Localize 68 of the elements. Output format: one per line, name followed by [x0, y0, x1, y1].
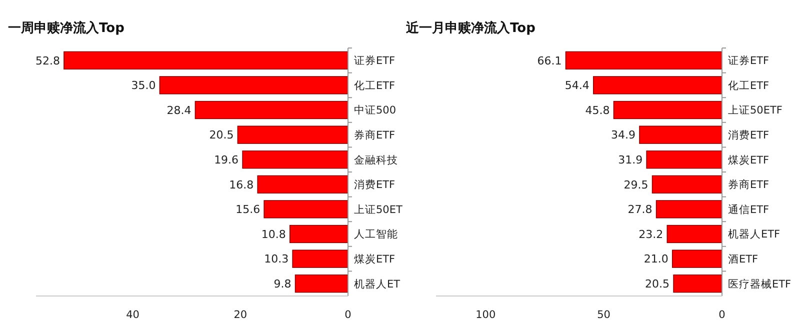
data-label: 66.1: [537, 54, 562, 68]
y-tick-label: 上证50ET: [354, 202, 403, 216]
y-tick-label: 人工智能: [354, 228, 398, 241]
bar: [292, 250, 348, 268]
x-tick-label: 100: [476, 309, 496, 321]
data-label: 21.0: [644, 252, 668, 266]
data-label: 20.5: [209, 128, 234, 142]
bar: [639, 126, 722, 144]
y-tick-label: 医疗器械ETF: [728, 277, 792, 290]
y-tick-label: 酒ETF: [728, 252, 758, 266]
data-label: 27.8: [628, 203, 652, 216]
data-label: 16.8: [229, 178, 254, 192]
data-label: 28.4: [166, 104, 192, 117]
bar: [242, 150, 348, 169]
bar: [257, 175, 348, 194]
y-tick-label: 券商ETF: [354, 128, 396, 142]
y-tick-label: 证券ETF: [354, 54, 396, 68]
x-tick-label: 40: [126, 309, 140, 321]
bar: [613, 100, 722, 120]
x-tick-label: 20: [234, 309, 248, 321]
data-label: 23.2: [638, 228, 664, 241]
y-tick-label: 消费ETF: [728, 128, 770, 142]
y-tick-label: 券商ETF: [728, 178, 770, 192]
data-label: 54.4: [564, 79, 590, 92]
data-label: 10.3: [264, 252, 289, 266]
x-tick-label: 50: [597, 309, 611, 321]
y-tick-label: 化工ETF: [354, 80, 396, 92]
bar: [194, 100, 348, 120]
data-label: 10.8: [261, 228, 286, 241]
x-tick-label: 0: [344, 309, 352, 321]
data-label: 29.5: [624, 178, 648, 192]
bar: [666, 224, 722, 244]
bar: [652, 175, 722, 194]
bar: [593, 76, 722, 94]
y-tick-label: 消费ETF: [354, 178, 396, 192]
x-tick-label: 0: [718, 309, 726, 321]
data-label: 9.8: [274, 277, 292, 290]
bar: [290, 224, 348, 244]
bar: [159, 76, 348, 94]
data-label: 31.9: [618, 153, 643, 166]
bar: [646, 150, 722, 169]
data-label: 20.5: [645, 277, 670, 290]
y-tick-label: 化工ETF: [728, 80, 770, 92]
bar: [673, 274, 722, 293]
bar: [237, 126, 348, 144]
bar: [656, 200, 722, 218]
data-label: 52.8: [35, 54, 60, 68]
data-label: 35.0: [131, 79, 156, 92]
y-tick-label: 金融科技: [354, 154, 398, 166]
y-tick-label: 上证50ETF: [728, 104, 782, 117]
y-tick-label: 通信ETF: [728, 202, 770, 216]
bar: [565, 51, 722, 70]
data-label: 34.9: [611, 128, 636, 142]
data-label: 15.6: [236, 203, 260, 216]
y-tick-label: 煤炭ETF: [728, 153, 770, 166]
bar: [672, 250, 722, 268]
data-label: 19.6: [214, 153, 239, 166]
y-tick-label: 煤炭ETF: [354, 252, 396, 266]
bar: [264, 200, 348, 218]
chart-title: 近一月申赎净流入Top: [405, 20, 536, 36]
bar: [64, 51, 348, 70]
chart-title: 一周申赎净流入Top: [8, 20, 124, 36]
y-tick-label: 证券ETF: [728, 54, 770, 68]
y-tick-label: 机器人ETF: [728, 228, 780, 241]
y-tick-label: 中证500: [354, 104, 396, 117]
bar: [294, 274, 348, 293]
data-label: 45.8: [585, 104, 610, 117]
y-tick-label: 机器人ET: [354, 278, 401, 290]
